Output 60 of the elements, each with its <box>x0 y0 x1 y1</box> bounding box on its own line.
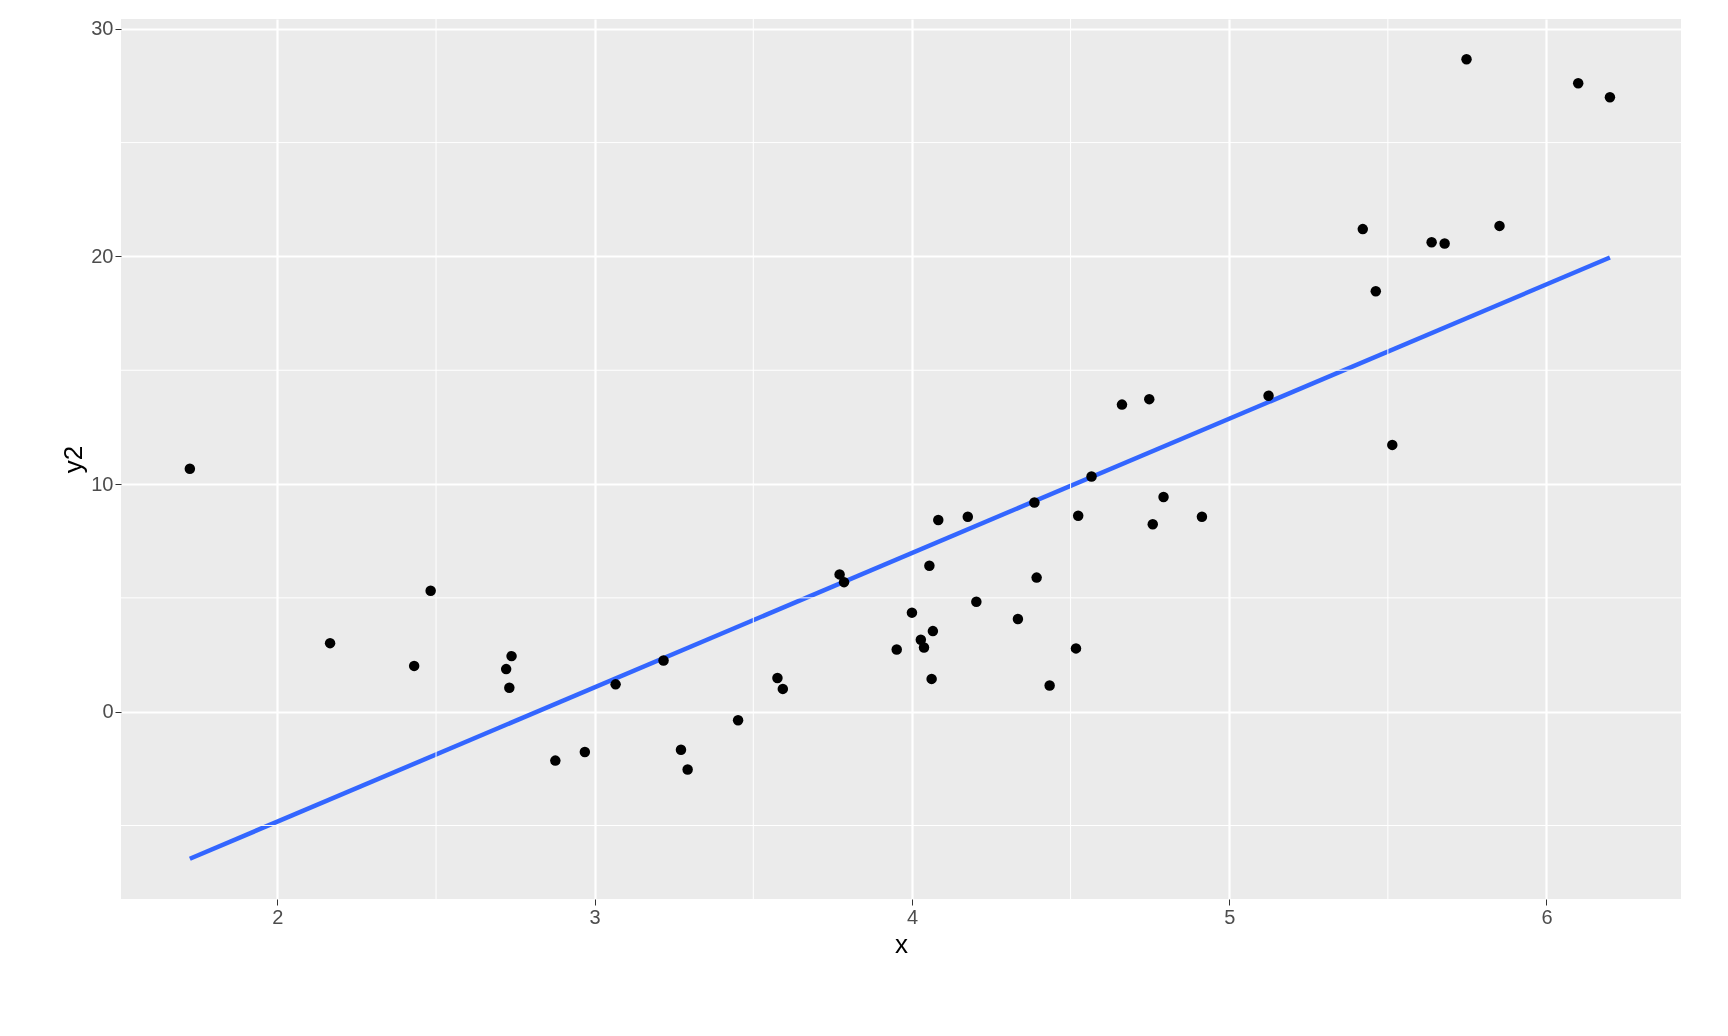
x-tick-label: 2 <box>272 905 284 928</box>
point <box>1263 390 1274 401</box>
x-tick-label: 5 <box>1224 905 1236 928</box>
point <box>610 679 621 690</box>
point <box>891 644 902 655</box>
point <box>1572 77 1584 89</box>
point <box>1012 613 1024 625</box>
point <box>838 576 850 588</box>
point <box>732 715 744 726</box>
point <box>506 650 517 662</box>
point <box>1370 286 1382 297</box>
point <box>1147 519 1158 530</box>
point <box>962 511 974 523</box>
point <box>1070 643 1082 654</box>
x-tick-label: 6 <box>1541 905 1553 928</box>
point <box>675 744 687 755</box>
point <box>926 673 937 685</box>
point <box>1387 439 1398 451</box>
point <box>1144 393 1155 405</box>
point <box>1439 238 1450 249</box>
y-tick-label: 30 <box>91 17 114 40</box>
point <box>772 672 783 684</box>
x-tick-label: 4 <box>906 905 919 928</box>
point <box>1461 54 1472 65</box>
y-tick-label: 20 <box>91 244 114 267</box>
point <box>1029 497 1040 508</box>
point <box>1357 223 1369 235</box>
point <box>834 569 845 580</box>
point <box>906 607 918 618</box>
point <box>579 746 591 758</box>
point <box>1158 491 1169 503</box>
point <box>1604 92 1616 103</box>
point <box>1031 572 1042 583</box>
x-axis-title: x <box>895 928 908 959</box>
point <box>924 560 935 571</box>
point <box>550 755 561 766</box>
point <box>1426 237 1437 248</box>
point <box>425 585 436 597</box>
point <box>1494 220 1505 232</box>
point <box>184 463 196 475</box>
point <box>658 655 669 666</box>
point <box>777 683 789 695</box>
y-tick-label: 0 <box>102 700 114 723</box>
point <box>918 642 930 653</box>
point <box>1196 511 1208 523</box>
point <box>504 682 515 693</box>
x-tick-label: 3 <box>589 905 601 928</box>
point <box>408 660 420 672</box>
point <box>1044 680 1055 691</box>
point <box>971 596 982 607</box>
point <box>324 637 336 649</box>
y-axis-title: y2 <box>58 445 89 474</box>
point <box>1116 399 1128 410</box>
point <box>682 764 693 775</box>
y-tick-label: 10 <box>91 472 114 495</box>
point <box>1072 510 1084 521</box>
point <box>500 663 512 675</box>
point <box>933 514 944 526</box>
point <box>1086 471 1097 482</box>
point <box>927 625 939 637</box>
